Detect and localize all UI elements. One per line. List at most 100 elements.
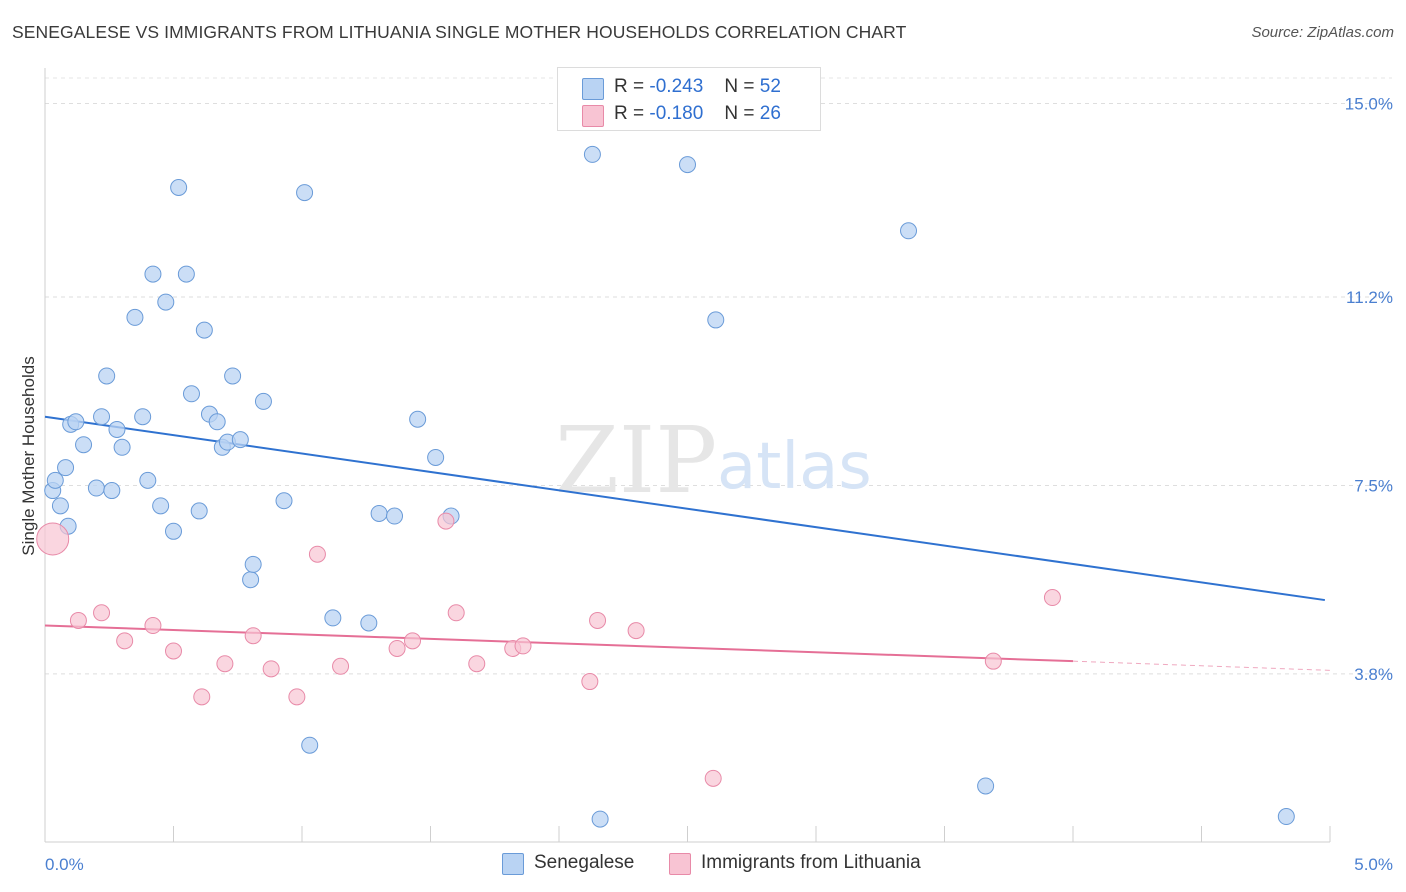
point-senegalese [707, 311, 725, 329]
x-tick-label: 0.0% [45, 855, 84, 874]
point-lithuania [704, 769, 722, 787]
point-senegalese [103, 482, 121, 500]
lithuania-swatch [582, 105, 604, 127]
point-senegalese [254, 392, 272, 410]
point-senegalese [134, 408, 152, 426]
point-lithuania [404, 632, 422, 650]
point-lithuania [447, 604, 465, 622]
y-axis-label: Single Mother Households [19, 356, 38, 555]
trend-line-senegalese [44, 415, 1326, 602]
point-senegalese [301, 736, 319, 754]
point-senegalese [87, 479, 105, 497]
point-senegalese [57, 459, 75, 477]
point-senegalese [1277, 808, 1295, 826]
watermark-zip: ZIP [555, 407, 717, 514]
chart-title: SENEGALESE VS IMMIGRANTS FROM LITHUANIA … [12, 22, 907, 42]
point-lithuania [468, 655, 486, 673]
point-senegalese [113, 438, 131, 456]
point-lithuania [36, 522, 70, 556]
trend-lines [44, 415, 1331, 671]
point-senegalese [170, 179, 188, 197]
point-senegalese [75, 436, 93, 454]
y-tick-label: 15.0% [1345, 94, 1393, 113]
bottom-legend-label: Immigrants from Lithuania [701, 852, 921, 873]
point-senegalese [152, 497, 170, 515]
r-value: -0.180 [649, 103, 704, 124]
point-lithuania [93, 604, 111, 622]
point-senegalese [98, 367, 116, 385]
point-senegalese [360, 614, 378, 632]
r-value: -0.243 [649, 76, 704, 97]
n-value: 52 [759, 76, 781, 97]
point-senegalese [583, 145, 601, 163]
y-tick-label: 7.5% [1354, 476, 1393, 495]
point-lithuania [262, 660, 280, 678]
point-lithuania [116, 632, 134, 650]
trend-line-lithuania [44, 624, 1074, 663]
y-tick-label: 3.8% [1354, 665, 1393, 684]
data-points [36, 145, 1295, 828]
point-senegalese [427, 448, 445, 466]
watermark: ZIP atlas [555, 407, 872, 514]
point-senegalese [93, 408, 111, 426]
axes [44, 68, 1331, 843]
point-lithuania [244, 627, 262, 645]
point-senegalese [900, 222, 918, 240]
senegalese-swatch [582, 78, 604, 100]
point-senegalese [231, 431, 249, 449]
point-senegalese [244, 555, 262, 573]
point-senegalese [177, 265, 195, 283]
point-senegalese [144, 265, 162, 283]
point-lithuania [144, 617, 162, 635]
point-lithuania [388, 639, 406, 657]
point-lithuania [984, 652, 1002, 670]
point-senegalese [296, 184, 314, 202]
bottom-legend-label: Senegalese [534, 852, 635, 873]
trend-line-lithuania-extension [1072, 660, 1331, 671]
point-senegalese [139, 471, 157, 489]
point-senegalese [242, 571, 260, 589]
point-senegalese [370, 504, 388, 522]
point-lithuania [514, 637, 532, 655]
point-lithuania [581, 673, 599, 691]
point-senegalese [208, 413, 226, 431]
point-lithuania [589, 611, 607, 629]
point-lithuania [332, 657, 350, 675]
point-senegalese [679, 156, 696, 174]
point-senegalese [182, 385, 200, 403]
point-lithuania [288, 688, 306, 706]
r-label: R = [614, 76, 645, 97]
n-label: N = [724, 76, 755, 97]
point-senegalese [977, 777, 995, 795]
senegalese-swatch [502, 853, 524, 875]
watermark-atlas: atlas [717, 430, 872, 504]
point-senegalese [126, 308, 144, 326]
lithuania-swatch [669, 853, 691, 875]
point-lithuania [165, 642, 182, 660]
tick-labels: 3.8% 7.5% 11.2% 15.0% 0.0% 5.0% [45, 94, 1393, 874]
point-senegalese [224, 367, 242, 385]
point-senegalese [324, 609, 342, 627]
r-label: R = [614, 103, 645, 124]
point-senegalese [190, 502, 208, 520]
stats-legend: R = -0.243 N = 52 R = -0.180 N = 26 [557, 67, 821, 131]
point-senegalese [386, 507, 404, 525]
point-lithuania [216, 655, 234, 673]
point-lithuania [627, 622, 645, 640]
point-lithuania [69, 611, 87, 629]
point-senegalese [409, 410, 427, 428]
point-senegalese [275, 492, 293, 510]
n-label: N = [724, 103, 755, 124]
point-senegalese [157, 293, 175, 311]
point-lithuania [1043, 589, 1061, 607]
source-label: Source: ZipAtlas.com [1251, 24, 1394, 41]
y-tick-label: 11.2% [1346, 288, 1393, 307]
n-value: 26 [759, 103, 781, 124]
point-lithuania [308, 545, 326, 563]
point-senegalese [591, 810, 609, 828]
point-lithuania [437, 512, 455, 530]
point-senegalese [46, 471, 64, 489]
point-senegalese [108, 420, 126, 438]
point-lithuania [193, 688, 211, 706]
